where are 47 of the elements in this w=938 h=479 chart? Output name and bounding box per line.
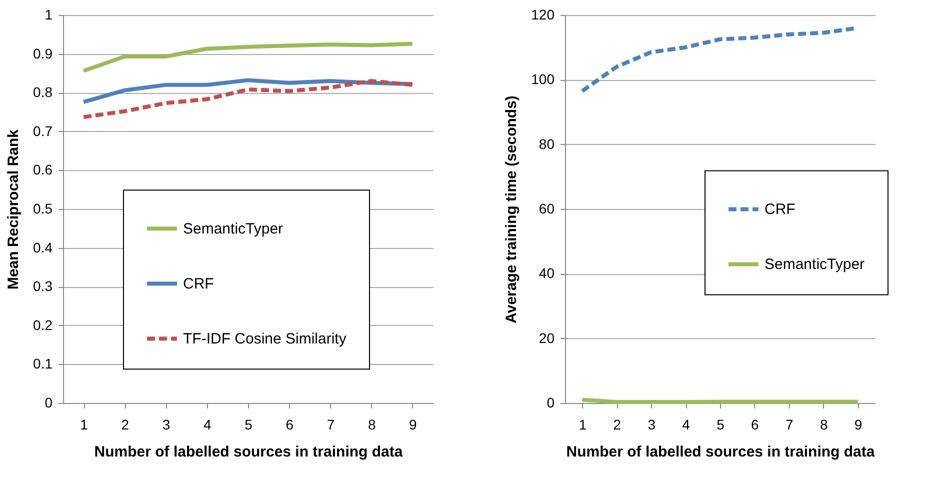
x-tick-label: 7: [326, 416, 335, 432]
x-tick-label: 1: [80, 416, 88, 432]
x-tick-label: 4: [203, 416, 212, 432]
y-tick-label: 40: [538, 265, 555, 282]
y-tick-label: 0.3: [33, 278, 53, 294]
x-tick-label: 2: [121, 416, 130, 432]
line-series: [82, 42, 414, 73]
y-axis-title: Average training time (seconds): [503, 96, 520, 324]
y-tick-label: 0: [44, 394, 53, 410]
x-tick-label: 3: [648, 416, 656, 432]
x-tick-label: 7: [785, 416, 794, 432]
legend-label: SemanticTyper: [764, 256, 865, 274]
y-tick-label: 80: [538, 136, 555, 152]
x-tick-label: 2: [613, 416, 622, 432]
x-tick-label: 1: [578, 416, 587, 432]
legend-label: CRF: [183, 276, 214, 293]
y-tick-label: 60: [538, 200, 555, 216]
y-tick-label: 0: [546, 394, 555, 410]
line-series: [82, 78, 414, 120]
x-tick-label: 3: [162, 416, 170, 432]
y-axis-title: Mean Reciprocal Rank: [5, 128, 22, 290]
y-tick-label: 120: [531, 6, 555, 22]
x-tick-label: 8: [820, 416, 828, 432]
legend-label: TF-IDF Cosine Similarity: [183, 330, 347, 348]
x-tick-label: 9: [854, 416, 862, 432]
y-tick-label: 0.6: [33, 162, 53, 178]
y-tick-label: 0.9: [33, 45, 53, 62]
x-tick-label: 5: [716, 416, 725, 432]
x-tick-label: 8: [368, 416, 376, 432]
x-tick-label: 9: [409, 416, 418, 432]
y-tick-label: 0.2: [33, 316, 53, 333]
legend-label: SemanticTyper: [183, 220, 284, 238]
x-axis-title: Number of labelled sources in training data: [566, 444, 876, 460]
x-tick-label: 5: [244, 416, 253, 432]
y-tick-label: 0.4: [33, 239, 53, 256]
x-tick-label: 6: [751, 416, 760, 432]
y-tick-label: 20: [538, 330, 555, 346]
x-axis-title: Number of labelled sources in training data: [94, 444, 404, 460]
y-tick-label: 0.1: [33, 356, 53, 372]
y-tick-label: 0.7: [33, 122, 53, 139]
y-tick-label: 1: [44, 6, 53, 22]
y-tick-label: 0.8: [33, 84, 53, 100]
y-tick-label: 0.5: [33, 200, 53, 216]
y-tick-label: 100: [531, 71, 555, 88]
legend-label: CRF: [764, 201, 796, 218]
x-tick-label: 4: [682, 416, 690, 432]
x-tick-label: 6: [286, 416, 294, 432]
